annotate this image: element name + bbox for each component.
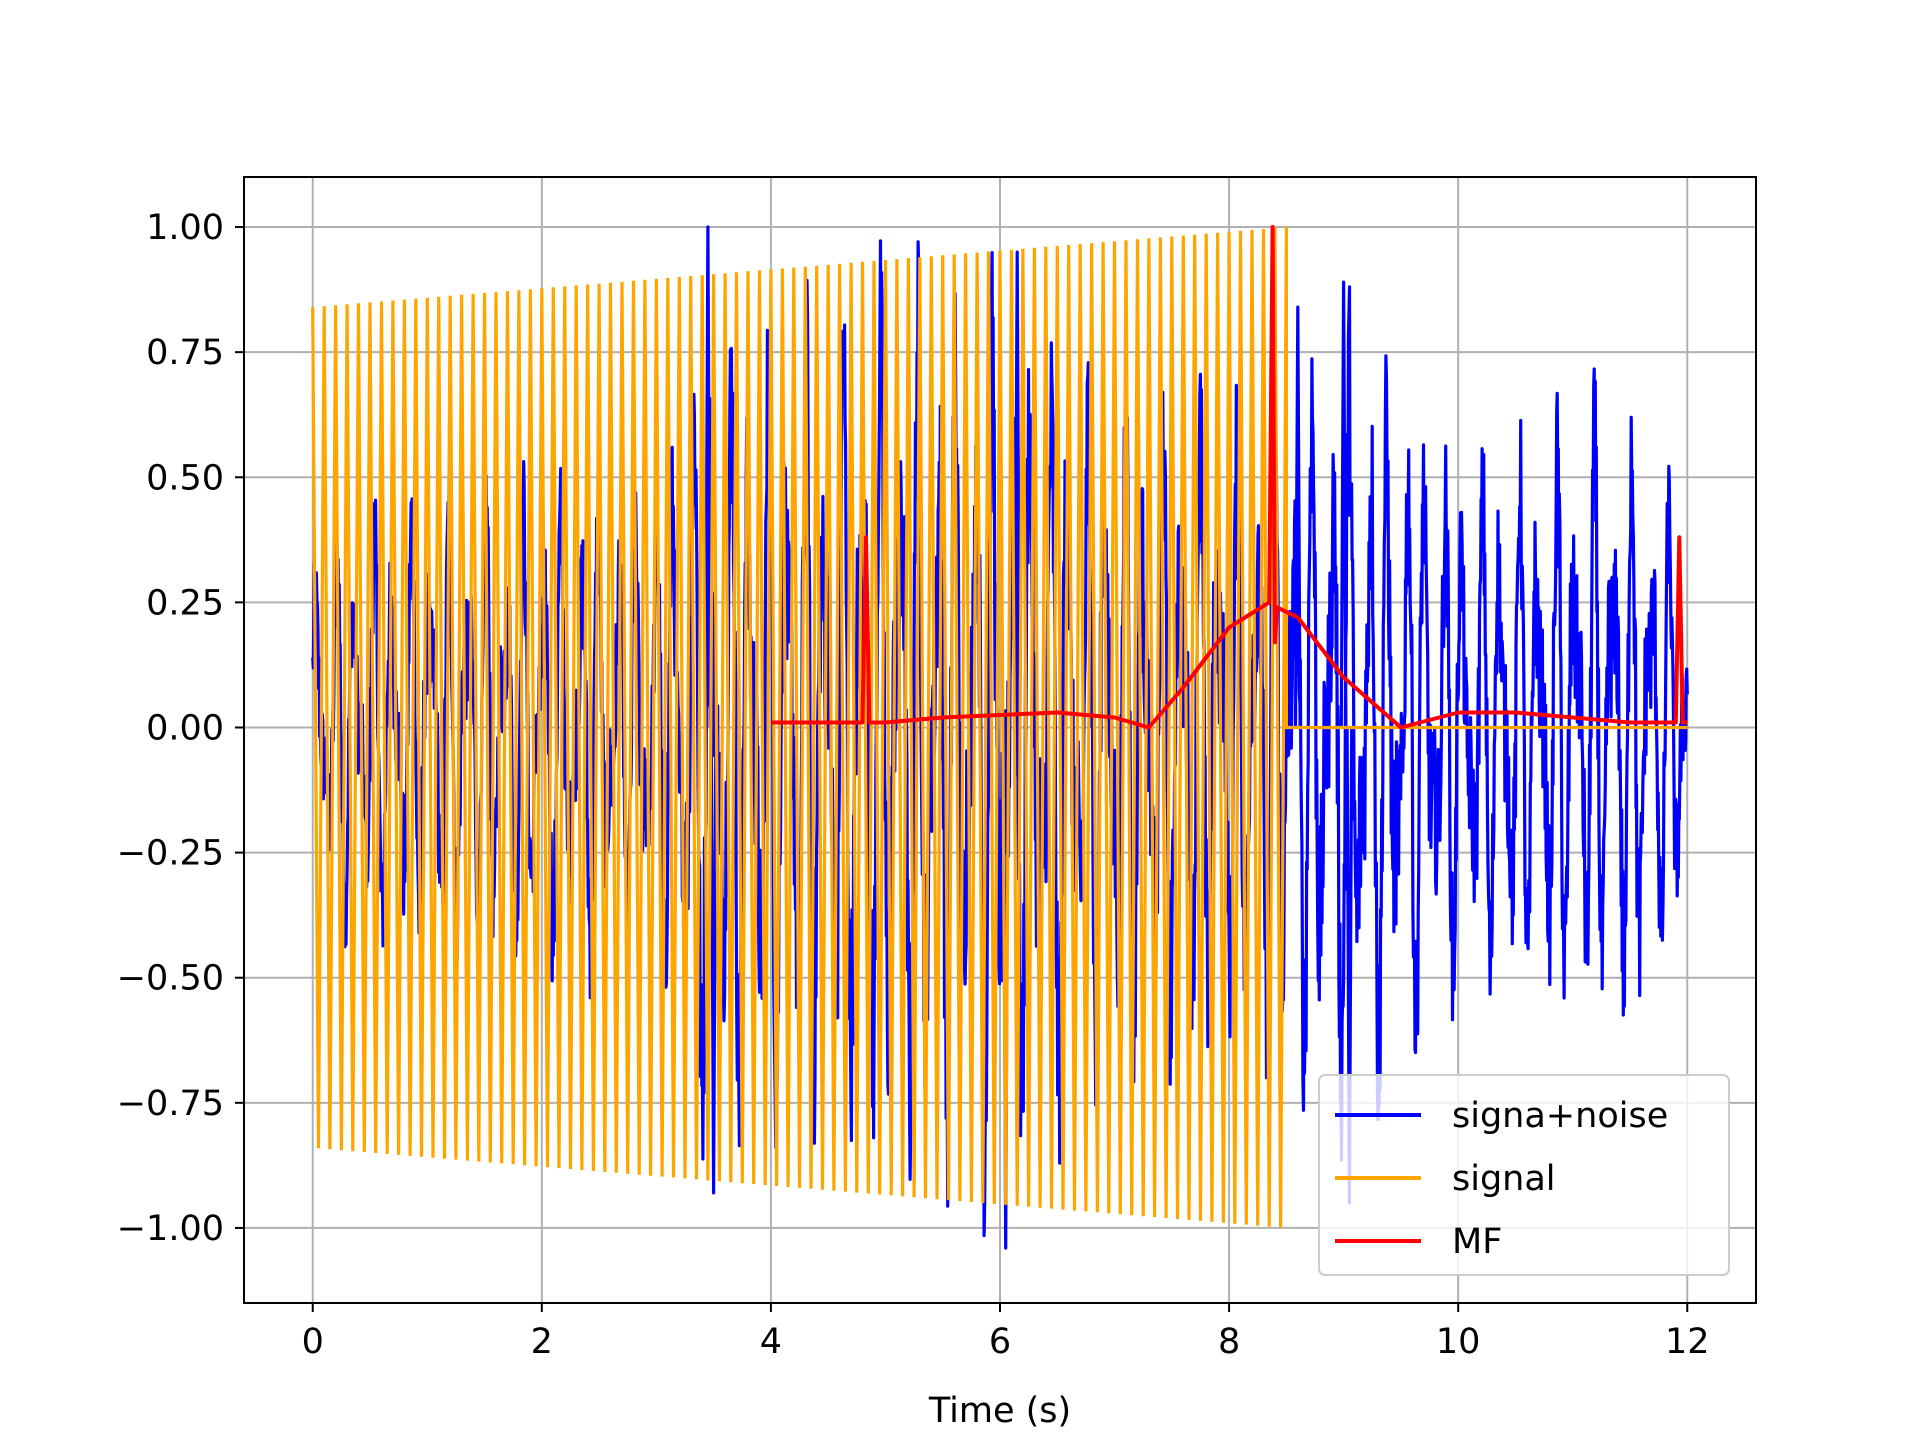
x-tick-label: 10 [1436, 1322, 1481, 1362]
x-tick-label: 0 [302, 1322, 324, 1362]
y-tick-label: −1.00 [117, 1209, 224, 1249]
y-tick-label: 0.00 [146, 708, 224, 748]
y-tick-label: −0.75 [117, 1084, 224, 1124]
series-line-signal-plus-noise [311, 225, 1689, 1250]
x-axis-title: Time (s) [928, 1391, 1071, 1431]
plot-series [311, 225, 1689, 1250]
x-tick-label: 6 [989, 1322, 1011, 1362]
series-line-mf [770, 225, 1688, 730]
legend-box [1318, 1074, 1730, 1276]
x-tick-label: 8 [1218, 1322, 1240, 1362]
y-tick-label: 1.00 [146, 208, 224, 248]
x-tick-label: 12 [1665, 1322, 1710, 1362]
legend-label: signal [1452, 1159, 1556, 1199]
x-tick-label: 2 [531, 1322, 553, 1362]
legend: signa+noise signal MF [1318, 1074, 1730, 1276]
y-tick-label: 0.25 [146, 583, 224, 623]
y-tick-label: 0.75 [146, 333, 224, 373]
x-tick-label: 4 [760, 1322, 782, 1362]
y-tick-label: 0.50 [146, 458, 224, 498]
axis-ticks: 0 2 4 6 8 10 12 1.00 0.75 0.50 0.25 0.00 −0.25 −0.50 −… [117, 208, 1710, 1362]
series-line-signal [311, 226, 1688, 1228]
y-tick-label: −0.50 [117, 959, 224, 999]
legend-label: MF [1452, 1222, 1502, 1262]
legend-label: signa+noise [1452, 1096, 1668, 1136]
y-tick-label: −0.25 [117, 834, 224, 874]
